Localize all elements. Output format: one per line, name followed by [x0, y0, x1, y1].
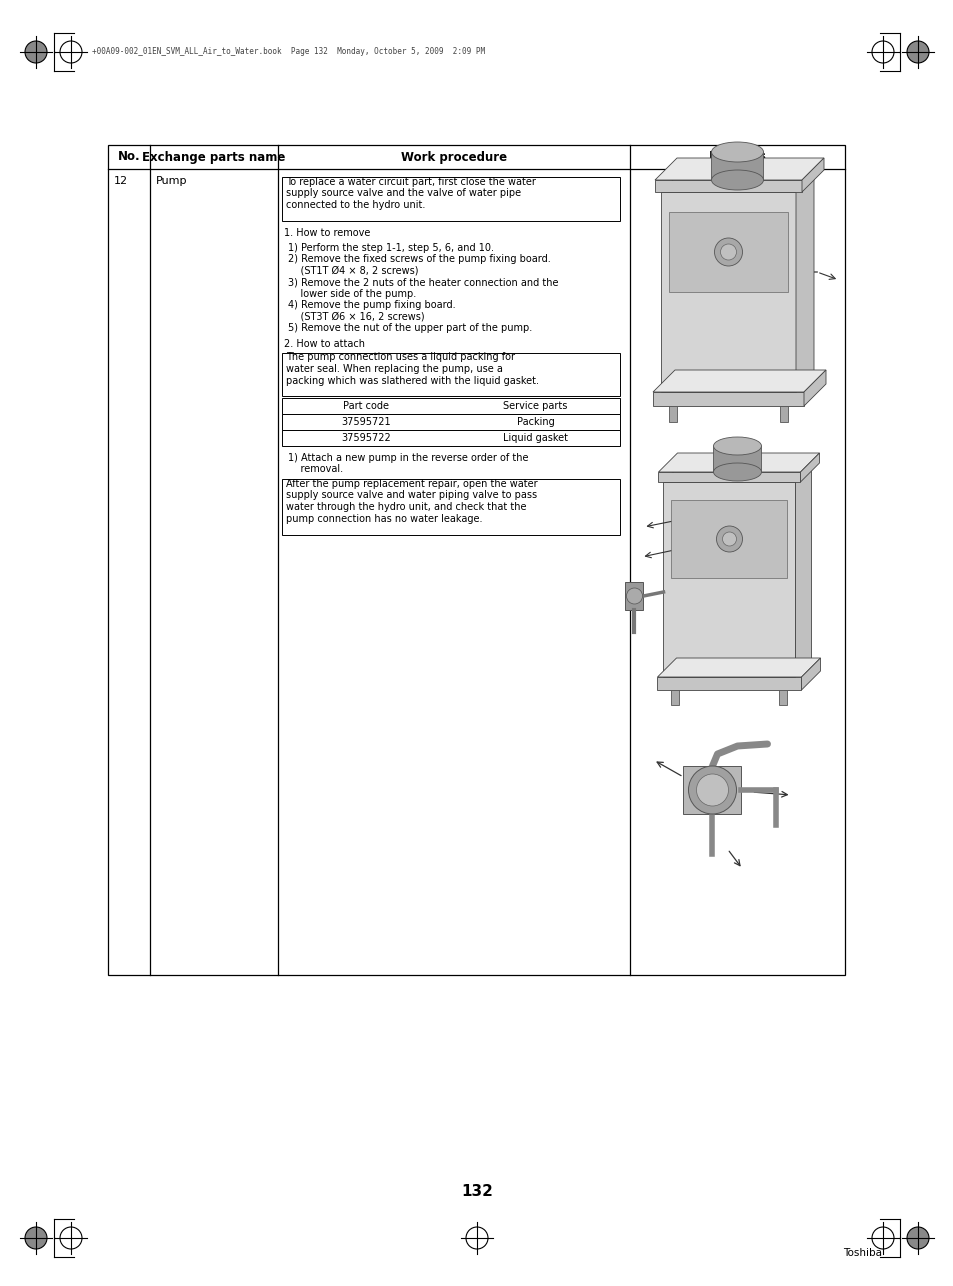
Text: 1. How to remove: 1. How to remove — [284, 228, 370, 238]
Text: 12: 12 — [113, 176, 128, 186]
Text: 2) Remove the fixed screws of the pump fixing board.: 2) Remove the fixed screws of the pump f… — [288, 255, 550, 264]
Text: 3) Remove the 2 nuts of the heater connection and the: 3) Remove the 2 nuts of the heater conne… — [288, 278, 558, 287]
Circle shape — [720, 244, 736, 260]
Text: water seal. When replacing the pump, use a: water seal. When replacing the pump, use… — [286, 364, 502, 374]
Text: No.: No. — [117, 150, 140, 163]
Text: Part code: Part code — [343, 401, 389, 412]
Circle shape — [60, 41, 82, 63]
Polygon shape — [660, 174, 813, 192]
Circle shape — [871, 41, 893, 63]
Text: +00A09-002_01EN_SVM_ALL_Air_to_Water.book  Page 132  Monday, October 5, 2009  2:: +00A09-002_01EN_SVM_ALL_Air_to_Water.boo… — [91, 48, 485, 57]
Bar — [671, 500, 786, 577]
Circle shape — [696, 774, 728, 806]
Circle shape — [721, 532, 736, 547]
Text: water through the hydro unit, and check that the: water through the hydro unit, and check … — [286, 502, 526, 512]
Circle shape — [25, 1227, 47, 1249]
Polygon shape — [662, 466, 811, 482]
Text: packing which was slathered with the liquid gasket.: packing which was slathered with the liq… — [286, 376, 538, 386]
Text: Exchange parts name: Exchange parts name — [142, 150, 285, 163]
Bar — [282, 478, 619, 535]
Polygon shape — [801, 158, 823, 192]
Text: 37595721: 37595721 — [341, 417, 391, 427]
Circle shape — [906, 1227, 928, 1249]
Text: 4) Remove the pump fixing board.: 4) Remove the pump fixing board. — [288, 300, 456, 310]
Text: 2. How to attach: 2. How to attach — [284, 338, 365, 349]
Bar — [282, 430, 619, 446]
Bar — [282, 177, 619, 220]
Text: The pump connection uses a liquid packing for: The pump connection uses a liquid packin… — [286, 352, 515, 363]
Ellipse shape — [713, 437, 760, 455]
Bar — [682, 766, 740, 814]
Circle shape — [688, 766, 736, 814]
Circle shape — [714, 238, 741, 266]
Text: To replace a water circuit part, first close the water: To replace a water circuit part, first c… — [286, 177, 536, 186]
Text: Pump: Pump — [156, 176, 188, 186]
Bar — [655, 180, 801, 192]
Circle shape — [716, 526, 741, 552]
Bar — [711, 152, 762, 180]
Text: Service parts: Service parts — [503, 401, 567, 412]
Polygon shape — [800, 453, 819, 482]
Ellipse shape — [711, 170, 762, 190]
Polygon shape — [652, 370, 825, 392]
Text: (ST3T Ø6 × 16, 2 screws): (ST3T Ø6 × 16, 2 screws) — [288, 311, 424, 322]
Circle shape — [465, 1227, 488, 1249]
Text: connected to the hydro unit.: connected to the hydro unit. — [286, 201, 425, 210]
Bar — [282, 397, 619, 414]
Text: Toshiba: Toshiba — [842, 1247, 882, 1258]
Polygon shape — [657, 658, 820, 676]
Bar — [779, 691, 786, 705]
Text: 5) Remove the nut of the upper part of the pump.: 5) Remove the nut of the upper part of t… — [288, 323, 532, 333]
Text: After the pump replacement repair, open the water: After the pump replacement repair, open … — [286, 478, 537, 489]
Bar — [662, 482, 795, 676]
Circle shape — [25, 41, 47, 63]
Circle shape — [60, 1227, 82, 1249]
Bar — [657, 676, 801, 691]
Text: Liquid gasket: Liquid gasket — [502, 433, 567, 442]
Circle shape — [871, 1227, 893, 1249]
Text: 1) Perform the step 1-1, step 5, 6, and 10.: 1) Perform the step 1-1, step 5, 6, and … — [288, 243, 494, 253]
Text: supply source valve and the valve of water pipe: supply source valve and the valve of wat… — [286, 189, 520, 198]
Circle shape — [626, 588, 641, 604]
Polygon shape — [655, 158, 823, 180]
Text: 37595722: 37595722 — [341, 433, 391, 442]
Polygon shape — [803, 370, 825, 406]
Text: Work procedure: Work procedure — [400, 150, 507, 163]
Polygon shape — [795, 174, 813, 392]
Text: pump connection has no water leakage.: pump connection has no water leakage. — [286, 513, 482, 523]
Text: 1) Attach a new pump in the reverse order of the: 1) Attach a new pump in the reverse orde… — [288, 453, 528, 463]
Bar — [668, 406, 677, 422]
Ellipse shape — [713, 463, 760, 481]
Circle shape — [906, 41, 928, 63]
Text: Packing: Packing — [517, 417, 554, 427]
Text: (ST1T Ø4 × 8, 2 screws): (ST1T Ø4 × 8, 2 screws) — [288, 266, 418, 275]
Text: Remarks: Remarks — [708, 150, 765, 163]
Ellipse shape — [711, 141, 762, 162]
Bar — [282, 352, 619, 396]
Bar — [668, 212, 787, 292]
Text: 132: 132 — [460, 1184, 493, 1200]
Polygon shape — [795, 466, 811, 676]
Bar — [780, 406, 787, 422]
Bar — [713, 446, 760, 472]
Bar — [652, 392, 803, 406]
Polygon shape — [658, 453, 819, 472]
Text: removal.: removal. — [288, 464, 343, 475]
Bar — [282, 414, 619, 430]
Text: supply source valve and water piping valve to pass: supply source valve and water piping val… — [286, 490, 537, 500]
Polygon shape — [801, 658, 820, 691]
Text: lower side of the pump.: lower side of the pump. — [288, 289, 416, 298]
Bar — [671, 691, 679, 705]
Bar — [660, 192, 795, 392]
Bar — [625, 583, 643, 610]
Bar — [658, 472, 800, 482]
Bar — [108, 145, 844, 975]
